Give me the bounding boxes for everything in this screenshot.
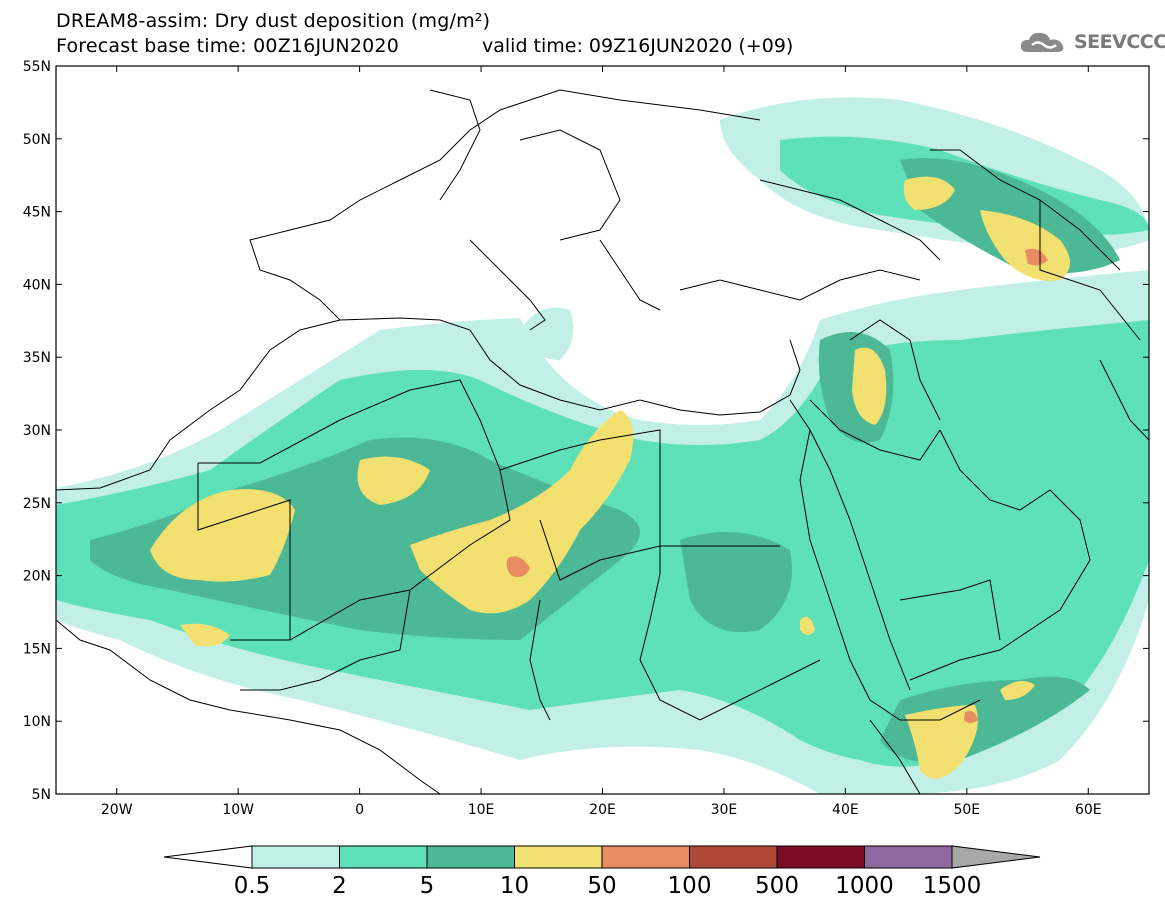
latitude-axis: 55N 50N 45N 40N 35N 30N 25N 20N 15N 10N 5N: [23, 59, 1149, 803]
map-title: DREAM8-assim: Dry dust deposition (mg/m²…: [56, 10, 491, 32]
seevccc-logo: SEEVCCC: [1018, 28, 1165, 56]
lon-tick-label: 40E: [832, 802, 859, 818]
lat-tick-label: 50N: [23, 132, 51, 148]
lon-tick-label: 20W: [101, 802, 133, 818]
colorbar-level-label: 50: [587, 873, 616, 899]
lat-tick-label: 25N: [23, 496, 51, 512]
longitude-axis: 20W 10W 0 10E 20E 30E 40E 50E 60E: [101, 66, 1102, 818]
colorbar-swatch: [514, 845, 603, 869]
lon-tick-label: 10W: [222, 802, 254, 818]
base-time-label: Forecast base time: 00Z16JUN2020: [56, 35, 399, 57]
lat-tick-label: 5N: [32, 787, 51, 803]
colorbar-swatch: [864, 845, 953, 869]
colorbar-level-label: 2: [332, 873, 347, 899]
lon-tick-label: 10E: [468, 802, 495, 818]
cloud-icon: [1020, 32, 1064, 52]
colorbar-swatch: [689, 845, 778, 869]
colorbar-level-label: 5: [420, 873, 435, 899]
lat-tick-label: 40N: [23, 277, 51, 293]
colorbar-level-label: 0.5: [234, 873, 271, 899]
colorbar-swatch: [601, 845, 690, 869]
colorbar-level-label: 500: [755, 873, 799, 899]
lon-tick-label: 0: [355, 802, 364, 818]
colorbar: 0.5 2 5 10 50 100 500 1000 1500: [163, 845, 1041, 899]
lat-tick-label: 15N: [23, 641, 51, 657]
colorbar-over-arrow: [951, 845, 1041, 869]
colorbar-swatch: [426, 845, 515, 869]
lat-tick-label: 45N: [23, 205, 51, 221]
lon-tick-label: 50E: [953, 802, 980, 818]
lat-tick-label: 30N: [23, 423, 51, 439]
coastlines-borders: [56, 89, 1149, 794]
colorbar-level-label: 100: [668, 873, 712, 899]
colorbar-level-label: 10: [500, 873, 529, 899]
lat-tick-label: 55N: [23, 59, 51, 75]
colorbar-level-label: 1000: [835, 873, 894, 899]
colorbar-swatch: [251, 845, 340, 869]
lat-tick-label: 35N: [23, 350, 51, 366]
lat-tick-label: 20N: [23, 569, 51, 585]
colorbar-level-label: 1500: [923, 873, 982, 899]
lon-tick-label: 30E: [711, 802, 738, 818]
logo-text: SEEVCCC: [1074, 31, 1165, 53]
lat-tick-label: 10N: [23, 714, 51, 730]
dust-deposition-field: [56, 97, 1149, 794]
colorbar-under-arrow: [163, 845, 253, 869]
valid-time-label: valid time: 09Z16JUN2020 (+09): [482, 35, 794, 57]
lon-tick-label: 60E: [1075, 802, 1102, 818]
colorbar-swatch: [776, 845, 865, 869]
colorbar-swatch: [339, 845, 428, 869]
lon-tick-label: 20E: [589, 802, 616, 818]
